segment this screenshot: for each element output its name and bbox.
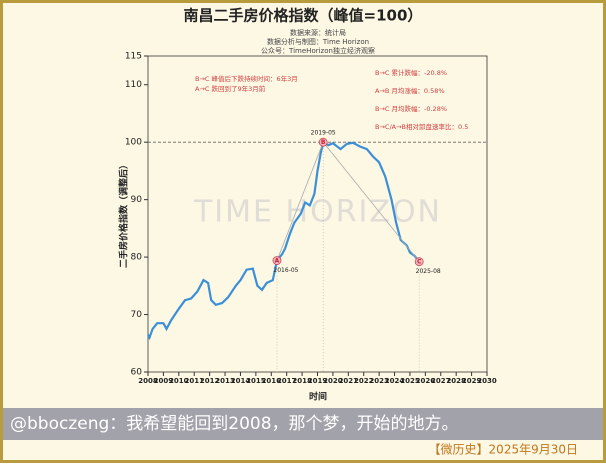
y-tick-label: 80	[131, 253, 143, 263]
x-tick-label: 2013	[215, 377, 235, 385]
x-tick-label: 2030	[477, 377, 497, 385]
x-tick-label: 2009	[154, 377, 174, 385]
subtitle: 公众号：TimeHorizon独立经济观察	[261, 46, 375, 55]
x-tick-label: 2014	[231, 377, 251, 385]
watermark: TIME HORIZON	[193, 195, 442, 230]
plot-area	[147, 55, 488, 373]
y-tick-label: 60	[131, 368, 143, 378]
x-tick-label: 2016	[262, 377, 282, 385]
note: B→C 峰值后下跌持续时间：6年3月	[195, 74, 298, 83]
x-tick-label: 2029	[462, 377, 482, 385]
subtitle: 数据分析与制图：Time Horizon	[267, 37, 369, 46]
x-tick-label: 2024	[385, 377, 405, 385]
caption-band	[3, 408, 603, 440]
point-date: 2016-05	[273, 267, 298, 274]
point-date: 2025-08	[416, 268, 441, 275]
x-tick-label: 2021	[339, 377, 359, 385]
connector	[276, 142, 324, 261]
point-marker	[318, 137, 328, 147]
y-axis-label: 二手房价格指数（调整后）	[118, 160, 130, 268]
x-tick-label: 2019	[308, 377, 328, 385]
x-tick-label: 2018	[292, 377, 312, 385]
x-tick-label: 2027	[431, 377, 451, 385]
point-letter: B	[321, 139, 326, 146]
x-tick-label: 2015	[246, 377, 266, 385]
y-tick-label: 90	[131, 195, 143, 205]
y-tick-label: 70	[131, 310, 143, 320]
caption: @bboczeng：我希望能回到2008，那个梦，开始的地方。	[10, 414, 459, 434]
subtitle: 数据来源：统计局	[290, 28, 346, 37]
footer: 【微历史】2025年9月30日	[429, 443, 578, 457]
note: A→B 月均涨幅：0.58%	[375, 86, 445, 95]
y-tick-label: 110	[125, 80, 142, 90]
x-tick-label: 2020	[323, 377, 343, 385]
x-tick-label: 2011	[184, 377, 204, 385]
point-letter: C	[417, 259, 422, 266]
x-tick-label: 2023	[369, 377, 389, 385]
x-tick-label: 2010	[169, 377, 189, 385]
x-tick-label: 2017	[277, 377, 297, 385]
note: B→C/A→B相对卸盘速率比：0.5	[375, 122, 468, 131]
data-line	[147, 140, 421, 341]
point-letter: A	[275, 258, 280, 265]
connector	[322, 141, 420, 262]
y-tick-label: 115	[125, 52, 142, 62]
x-tick-label: 2025	[400, 377, 420, 385]
note: B→C 月均跌幅：-0.28%	[375, 104, 447, 113]
x-axis-label: 时间	[309, 391, 327, 403]
point-date: 2019-05	[311, 130, 336, 137]
x-tick-label: 2026	[416, 377, 436, 385]
point-marker	[272, 256, 282, 265]
y-tick-label: 100	[125, 138, 142, 148]
x-tick-label: 2022	[354, 377, 374, 385]
x-tick-label: 2012	[200, 377, 220, 385]
x-tick-label: 2028	[446, 377, 466, 385]
chart-title: 南昌二手房价格指数（峰值=100）	[184, 7, 423, 25]
x-tick-label: 2008	[138, 377, 158, 385]
note: A→C 跌回到了9年3月前	[195, 84, 266, 93]
point-marker	[414, 257, 424, 267]
note: B→C 累计跌幅：-20.8%	[375, 68, 447, 77]
